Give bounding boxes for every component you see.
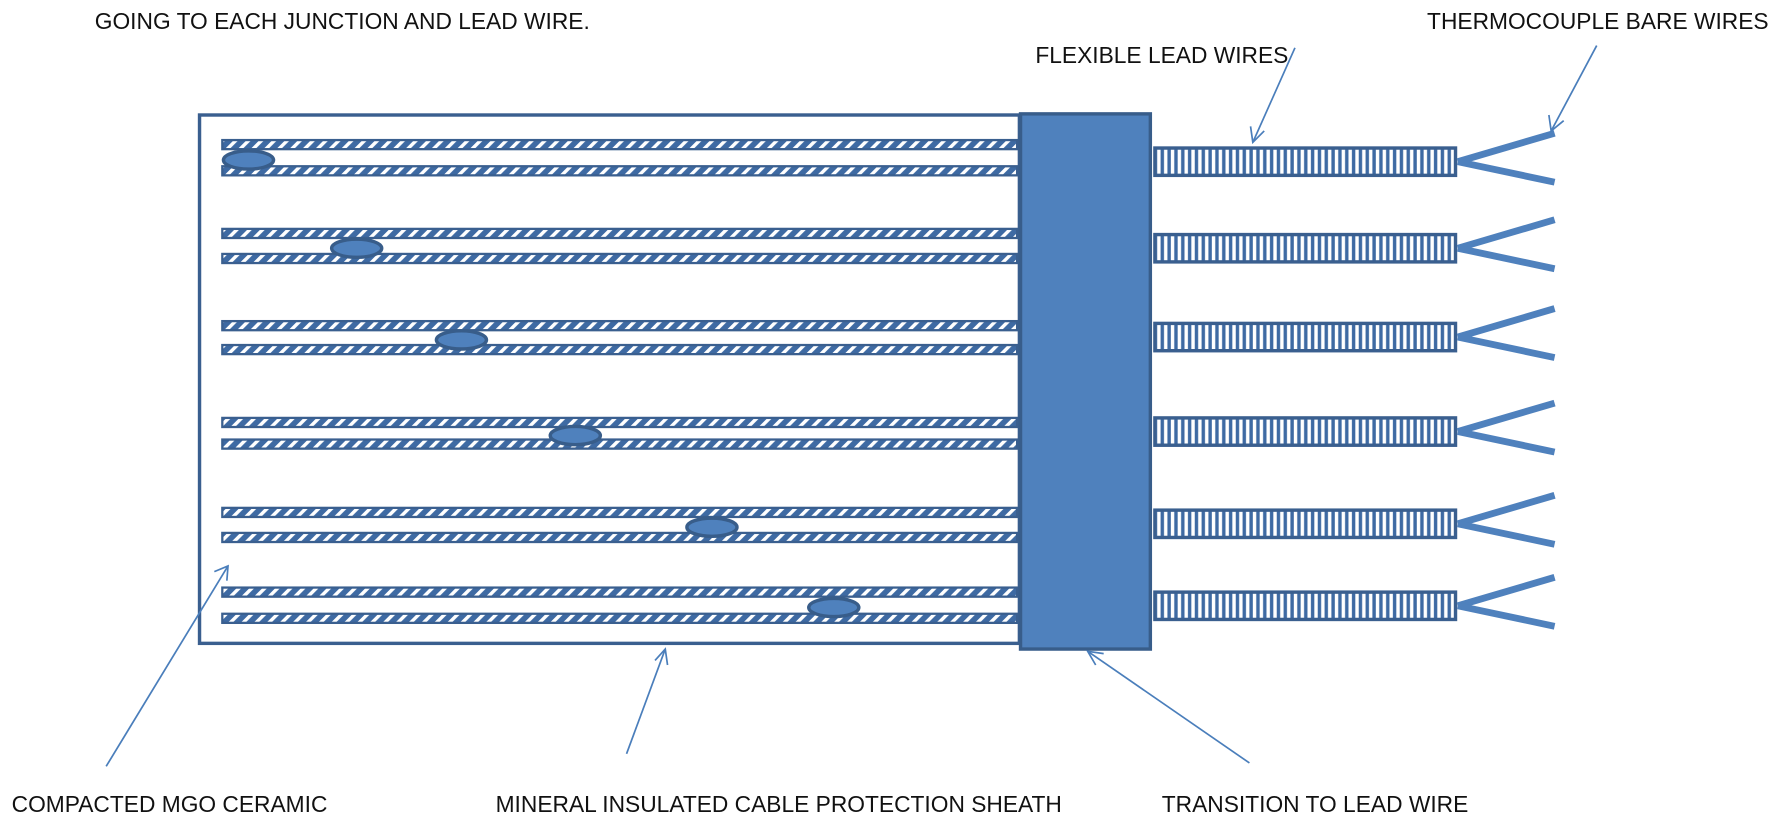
bare-wire <box>1456 492 1556 528</box>
lead-wire <box>1153 146 1458 178</box>
artwork <box>197 112 1556 651</box>
bare-wire <box>1456 574 1556 610</box>
bare-wire <box>1457 244 1556 273</box>
label: THERMOCOUPLE BARE WIRES <box>1427 8 1769 34</box>
conductor <box>221 165 1019 177</box>
lead-wire <box>1153 321 1458 353</box>
transition-block <box>1018 112 1153 651</box>
conductor <box>221 586 1019 598</box>
arrow-head <box>654 647 669 666</box>
conductor <box>221 227 1019 240</box>
label: GOING TO EACH JUNCTION AND LEAD WIRE. <box>95 8 590 34</box>
conductor <box>221 506 1019 519</box>
junction <box>329 237 384 260</box>
arrow-head <box>214 564 229 581</box>
lead-wire <box>1153 590 1458 622</box>
bare-wire <box>1456 399 1556 435</box>
bare-wire <box>1457 428 1556 456</box>
label: TRANSITION TO LEAD WIRE <box>1162 791 1469 817</box>
conductor <box>221 138 1019 151</box>
arrow <box>625 648 667 755</box>
conductor <box>221 252 1019 265</box>
label: COMPACTED MGO CERAMIC <box>12 791 328 817</box>
junction <box>548 424 603 447</box>
arrow-head <box>1548 114 1565 133</box>
bare-wire <box>1456 216 1556 252</box>
label: FLEXIBLE LEAD WIRES <box>1035 42 1288 68</box>
arrow <box>1087 650 1250 764</box>
arrow-head <box>1249 126 1265 145</box>
label: MINERAL INSULATED CABLE PROTECTION SHEAT… <box>496 791 1062 817</box>
conductor <box>221 612 1019 625</box>
arrow-head <box>1086 650 1104 666</box>
arrow <box>105 565 229 767</box>
junction <box>685 516 739 539</box>
arrow <box>1550 45 1598 132</box>
bare-wire <box>1457 602 1556 630</box>
bare-wire <box>1457 333 1556 361</box>
lead-wire <box>1153 416 1458 447</box>
bare-wire <box>1457 520 1556 548</box>
junction <box>807 596 861 619</box>
lead-wire <box>1153 232 1458 264</box>
lead-wire <box>1153 508 1458 540</box>
sheath <box>197 113 1022 646</box>
conductor <box>221 531 1019 544</box>
bare-wire <box>1457 158 1556 186</box>
arrows <box>105 45 1598 767</box>
arrow <box>1252 47 1296 143</box>
junction <box>434 329 489 351</box>
bare-wire <box>1456 129 1556 165</box>
conductor <box>221 416 1019 429</box>
conductor <box>221 319 1019 332</box>
junction <box>221 149 276 171</box>
conductor <box>221 343 1019 356</box>
conductor <box>221 438 1019 450</box>
bare-wire <box>1456 305 1556 341</box>
